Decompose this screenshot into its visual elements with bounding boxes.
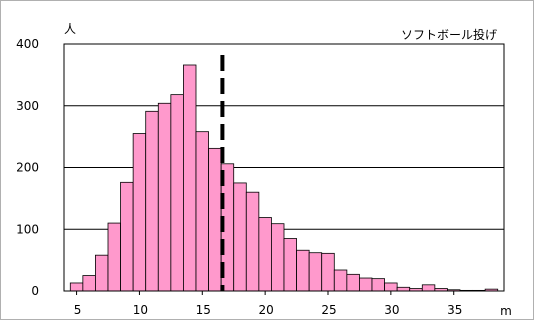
bar-8	[107, 222, 121, 292]
bar-10	[132, 133, 147, 292]
bar-21	[271, 223, 285, 292]
bar-5	[69, 282, 84, 292]
bar-29	[371, 278, 385, 292]
y-axis-label: 人	[64, 22, 76, 36]
bar-11	[145, 110, 159, 292]
bar-26	[333, 269, 348, 292]
bar-15	[195, 131, 209, 292]
bar-23	[296, 249, 310, 292]
x-tick-label-5: 5	[74, 303, 82, 317]
bar-31	[396, 286, 411, 292]
x-tick-label-25: 25	[321, 303, 336, 317]
plot-border	[63, 43, 505, 292]
x-tick-label-20: 20	[259, 303, 274, 317]
y-tick-label-400: 400	[16, 37, 39, 51]
bar-28	[359, 277, 373, 292]
x-tick-label-30: 30	[384, 303, 399, 317]
bar-12	[157, 102, 172, 292]
bar-24	[308, 252, 323, 292]
y-tick-label-100: 100	[16, 222, 39, 236]
bar-6	[82, 275, 96, 292]
y-tick-labels: 0 100 200 300 400	[16, 37, 39, 298]
bar-27	[346, 273, 360, 292]
chart-title: ソフトボール投げ	[401, 27, 497, 42]
bar-14	[183, 64, 197, 292]
y-tick-label-300: 300	[16, 99, 39, 113]
x-tick-label-35: 35	[447, 303, 462, 317]
bar-25	[321, 252, 335, 292]
bar-20	[258, 217, 272, 292]
bar-7	[95, 254, 109, 292]
bar-30	[384, 282, 398, 292]
x-tick-label-10: 10	[133, 303, 148, 317]
bar-18	[233, 182, 247, 292]
bar-16	[208, 147, 222, 292]
bars	[69, 64, 499, 292]
bar-9	[120, 181, 134, 292]
bar-19	[245, 191, 260, 292]
x-axis-label: m	[500, 304, 512, 318]
bar-33	[421, 284, 436, 292]
y-tick-label-200: 200	[16, 161, 39, 175]
x-tick-label-15: 15	[196, 303, 211, 317]
y-tick-label-0: 0	[31, 284, 39, 298]
x-tick-labels: 5 10 15 20 25 30 35	[74, 303, 463, 317]
bar-22	[283, 238, 297, 292]
axes	[63, 43, 505, 295]
bar-13	[170, 94, 184, 292]
